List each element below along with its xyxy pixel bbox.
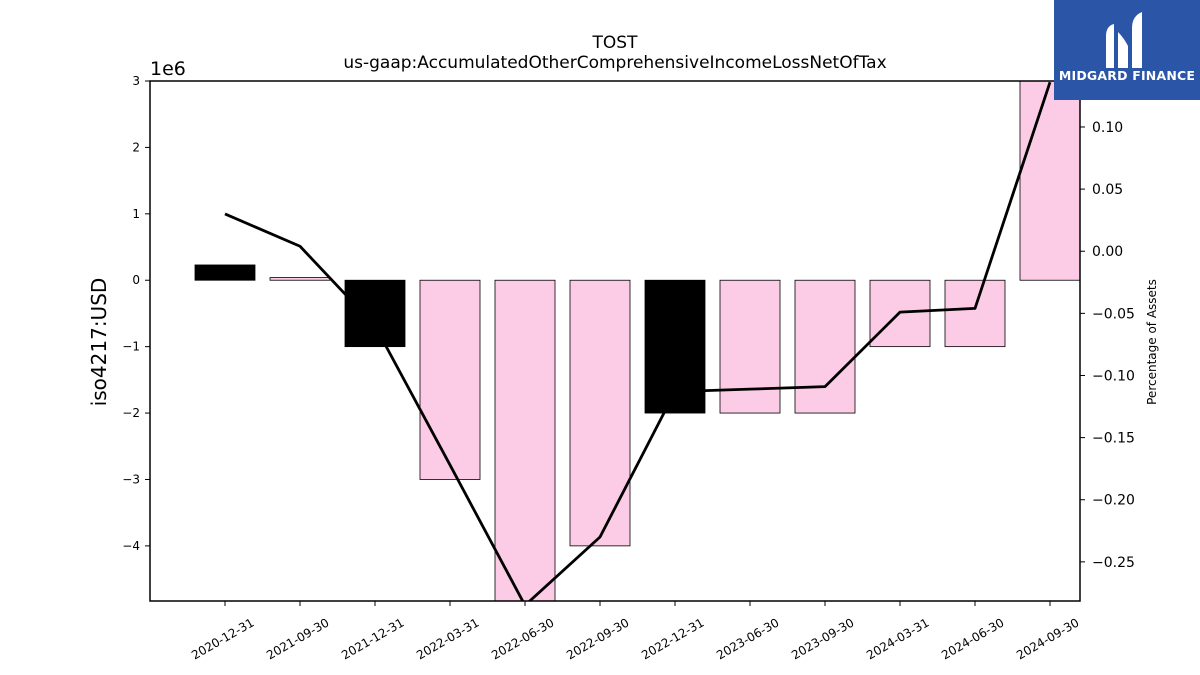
y-tick-label: −2 — [122, 406, 140, 420]
x-tick-label: 2021-09-30 — [264, 615, 331, 662]
y-offset-label: 1e6 — [150, 58, 186, 80]
logo-mark-icon — [1106, 12, 1142, 68]
y-tick-label: 2 — [132, 140, 140, 154]
line-group — [224, 81, 1052, 601]
y2-tick-label: 0.10 — [1092, 120, 1123, 136]
bar-2022-09-30 — [569, 279, 631, 547]
y-tick-label: −1 — [122, 340, 140, 354]
x-tick-label: 2022-12-31 — [639, 615, 706, 662]
y2-tick-label: 0.00 — [1092, 244, 1123, 260]
y-tick-label: 0 — [132, 273, 140, 287]
y-tick-label: −4 — [122, 539, 140, 553]
y-axis-label: iso4217:USD — [87, 278, 111, 407]
logo-text: MIDGARD FINANCE — [1058, 68, 1196, 83]
bar-2023-09-30 — [794, 279, 856, 414]
bar-2021-12-31 — [344, 279, 406, 348]
bar-2022-03-31 — [419, 279, 481, 480]
y2-tick-label: 0.05 — [1092, 182, 1123, 198]
x-tick-label: 2023-09-30 — [789, 615, 856, 662]
y2-tick-label: −0.15 — [1092, 431, 1135, 447]
y-tick-label: 3 — [132, 74, 140, 88]
x-tick-label: 2022-03-31 — [414, 615, 481, 662]
chart-subtitle: us-gaap:AccumulatedOtherComprehensiveInc… — [343, 53, 886, 73]
x-tick-label: 2021-12-31 — [339, 615, 406, 662]
y2-tick-label: −0.05 — [1092, 306, 1135, 322]
x-tick-label: 2020-12-31 — [189, 615, 256, 662]
y2-tick-label: −0.20 — [1092, 493, 1135, 509]
y2-tick-label: −0.10 — [1092, 368, 1135, 384]
brand-logo: MIDGARD FINANCE — [1054, 0, 1200, 100]
x-tick-label: 2022-09-30 — [564, 615, 631, 662]
x-tick-label: 2022-06-30 — [489, 615, 556, 662]
plot-frame — [149, 80, 1081, 602]
bar-2024-09-30 — [1019, 80, 1081, 281]
series-line-percentage-of-assets — [224, 81, 1052, 601]
x-tick-label: 2023-06-30 — [714, 615, 781, 662]
bar-2022-06-30 — [494, 279, 556, 602]
x-tick-label: 2024-03-31 — [864, 615, 931, 662]
bar-2021-09-30 — [269, 277, 331, 281]
bar-2024-06-30 — [944, 279, 1006, 348]
bar-2023-06-30 — [719, 279, 781, 414]
y2-axis-label: Percentage of Assets — [1145, 279, 1159, 405]
y-tick-label: −3 — [122, 472, 140, 486]
bars-group — [194, 80, 1081, 602]
x-tick-label: 2024-06-30 — [939, 615, 1006, 662]
y2-tick-label: −0.25 — [1092, 555, 1135, 571]
chart-title: TOST — [592, 33, 639, 53]
bar-2020-12-31 — [194, 264, 256, 281]
x-tick-label: 2024-09-30 — [1014, 615, 1081, 662]
y-tick-label: 1 — [132, 207, 140, 221]
